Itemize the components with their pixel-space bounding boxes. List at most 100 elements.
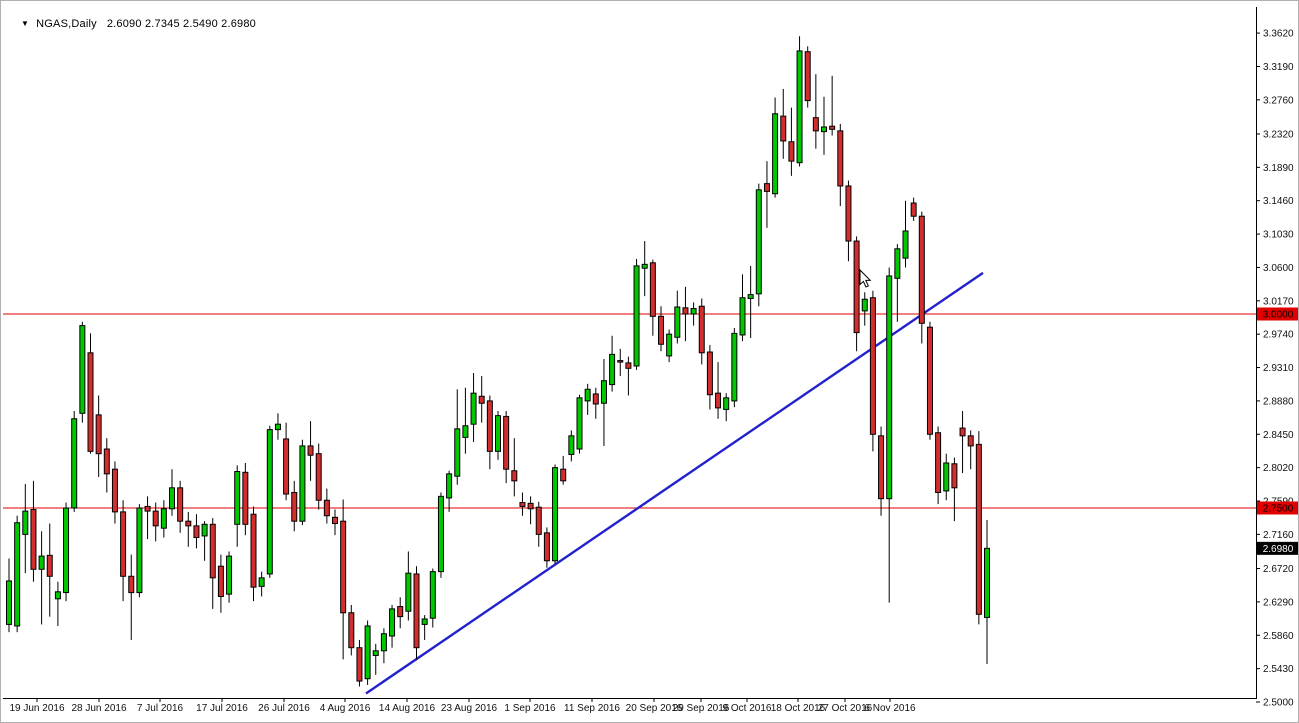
candle-body-up — [739, 297, 746, 336]
candle-body-down — [413, 573, 420, 649]
candle-body-up — [723, 397, 730, 410]
price-tick-label: 2.5430 — [1263, 664, 1294, 675]
candle-body-up — [136, 507, 143, 594]
candle-body-down — [658, 315, 664, 345]
candle-body-up — [446, 473, 453, 499]
date-tick-label: 7 Jul 2016 — [137, 703, 184, 714]
date-tick-label: 29 Sep 2016 — [673, 703, 730, 714]
candle-body-down — [617, 360, 624, 363]
candle-body-up — [201, 523, 208, 537]
time-scale-area[interactable] — [1, 699, 1299, 723]
candle-body-up — [772, 113, 779, 195]
date-tick-label: 4 Aug 2016 — [320, 703, 371, 714]
candle-body-down — [332, 516, 338, 525]
current-price-badge — [1257, 541, 1298, 555]
price-tick-label: 2.8450 — [1263, 430, 1294, 441]
candle-body-down — [217, 565, 224, 597]
candle-body-up — [731, 332, 738, 402]
candle-body-up — [600, 380, 607, 404]
price-tick-label: 3.2320 — [1263, 129, 1294, 140]
candle-body-down — [837, 130, 844, 187]
candle-body-down — [935, 432, 942, 493]
candle-body-down — [845, 185, 852, 242]
candle-body-up — [169, 487, 175, 510]
candle-body-down — [120, 511, 127, 577]
candle-body-up — [609, 353, 616, 386]
candle-body-up — [364, 625, 371, 680]
candle-body-down — [812, 117, 819, 132]
candle-body-up — [943, 462, 950, 492]
candle-body-up — [462, 425, 469, 438]
date-tick-label: 19 Jun 2016 — [9, 703, 64, 714]
price-tick-label: 2.5860 — [1263, 631, 1294, 642]
price-tick-label: 2.8020 — [1263, 463, 1294, 474]
candle-body-up — [641, 263, 648, 269]
price-line-badge-label: 3.0000 — [1263, 310, 1294, 321]
candle-body-up — [274, 423, 281, 431]
date-tick-label: 11 Sep 2016 — [564, 703, 620, 714]
candle-body-up — [389, 608, 396, 637]
date-tick-label: 27 Oct 2016 — [818, 703, 873, 714]
price-line-badge-label: 2.7500 — [1263, 504, 1294, 515]
current-price-badge-label: 2.6980 — [1263, 544, 1294, 555]
candle-body-down — [103, 448, 110, 475]
candle-body-up — [902, 230, 909, 259]
candle-body-down — [543, 532, 550, 562]
mouse-cursor — [859, 268, 872, 288]
candle-body-up — [584, 388, 591, 402]
candle-body-down — [519, 502, 526, 507]
candle-body-up — [6, 580, 12, 625]
candle-body-up — [160, 508, 167, 529]
candle-body-up — [495, 415, 501, 452]
candle-body-up — [372, 650, 379, 656]
candle-body-up — [454, 428, 461, 477]
candle-body-down — [307, 445, 314, 456]
candle-body-up — [71, 418, 78, 509]
candle-body-up — [690, 308, 697, 315]
candle-body-down — [478, 395, 485, 404]
candle-body-up — [747, 294, 754, 299]
candle-body-down — [715, 392, 722, 409]
candle-body-down — [397, 606, 404, 618]
date-tick-label: 14 Aug 2016 — [379, 703, 436, 714]
candle-body-down — [209, 523, 216, 579]
date-tick-label: 1 Sep 2016 — [504, 703, 556, 714]
date-tick-label: 23 Aug 2016 — [441, 703, 498, 714]
candle-body-down — [30, 509, 37, 570]
candle-body-down — [177, 487, 184, 522]
price-tick-label: 3.3620 — [1263, 29, 1294, 40]
trendline[interactable] — [365, 271, 984, 695]
candle-body-up — [674, 306, 681, 338]
candle-body-up — [796, 50, 803, 164]
candle-body-up — [226, 555, 233, 595]
price-tick-label: 2.7160 — [1263, 530, 1294, 541]
candle-body-up — [54, 591, 61, 600]
candle-body-down — [486, 400, 493, 452]
price-scale-area[interactable] — [1257, 1, 1299, 698]
price-line-badge — [1257, 501, 1298, 515]
candle-body-down — [706, 351, 713, 396]
candle-body-down — [95, 414, 102, 455]
candle-body-down — [503, 415, 510, 470]
candle-body-down — [910, 202, 917, 217]
candle-body-down — [291, 491, 298, 522]
candle-body-down — [698, 305, 705, 354]
candle-body-down — [682, 307, 689, 315]
price-tick-label: 3.2760 — [1263, 95, 1294, 106]
candle-body-down — [869, 297, 876, 435]
chart-menu-arrow-icon[interactable]: ▼ — [21, 19, 30, 28]
candle-body-up — [886, 275, 893, 500]
candle-body-up — [437, 495, 444, 573]
chart-title-symbol: NGAS,Daily — [36, 18, 97, 30]
candle-body-up — [266, 429, 273, 575]
date-tick-label: 17 Jul 2016 — [196, 703, 248, 714]
price-tick-label: 2.9740 — [1263, 330, 1294, 341]
price-tick-label: 3.1030 — [1263, 230, 1294, 241]
candle-body-down — [853, 240, 860, 334]
candle-body-up — [861, 298, 868, 312]
price-tick-label: 2.6290 — [1263, 597, 1294, 608]
price-tick-label: 2.8880 — [1263, 396, 1294, 407]
